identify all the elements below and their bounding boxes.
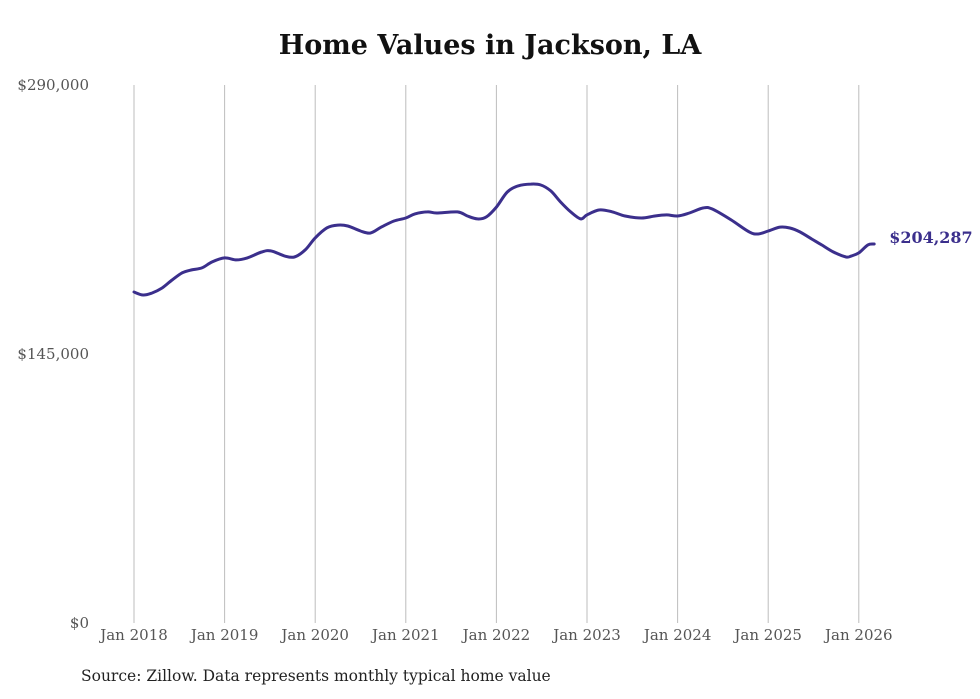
y-tick-label: $145,000 xyxy=(17,345,89,363)
x-tick-label: Jan 2019 xyxy=(189,626,259,644)
x-tick-label: Jan 2026 xyxy=(823,626,893,644)
x-tick-label: Jan 2024 xyxy=(642,626,712,644)
series-line xyxy=(132,182,876,297)
chart-title: Home Values in Jackson, LA xyxy=(278,30,702,61)
x-tick-label: Jan 2020 xyxy=(279,626,349,644)
x-tick-label: Jan 2018 xyxy=(98,626,168,644)
series-layer: $204,287 xyxy=(132,182,973,297)
end-value-label: $204,287 xyxy=(889,228,973,247)
gridlines xyxy=(133,85,860,623)
y-axis: $0 $145,000 $290,000 xyxy=(17,76,89,632)
x-tick-label: Jan 2025 xyxy=(732,626,802,644)
x-tick-label: Jan 2023 xyxy=(551,626,621,644)
source-note: Source: Zillow. Data represents monthly … xyxy=(81,667,551,685)
y-tick-label: $290,000 xyxy=(17,76,89,94)
y-tick-label: $0 xyxy=(70,614,89,632)
x-tick-label: Jan 2022 xyxy=(461,626,531,644)
x-axis: Jan 2018 Jan 2019 Jan 2020 Jan 2021 Jan 2022… xyxy=(98,626,892,644)
x-tick-label: Jan 2021 xyxy=(370,626,440,644)
